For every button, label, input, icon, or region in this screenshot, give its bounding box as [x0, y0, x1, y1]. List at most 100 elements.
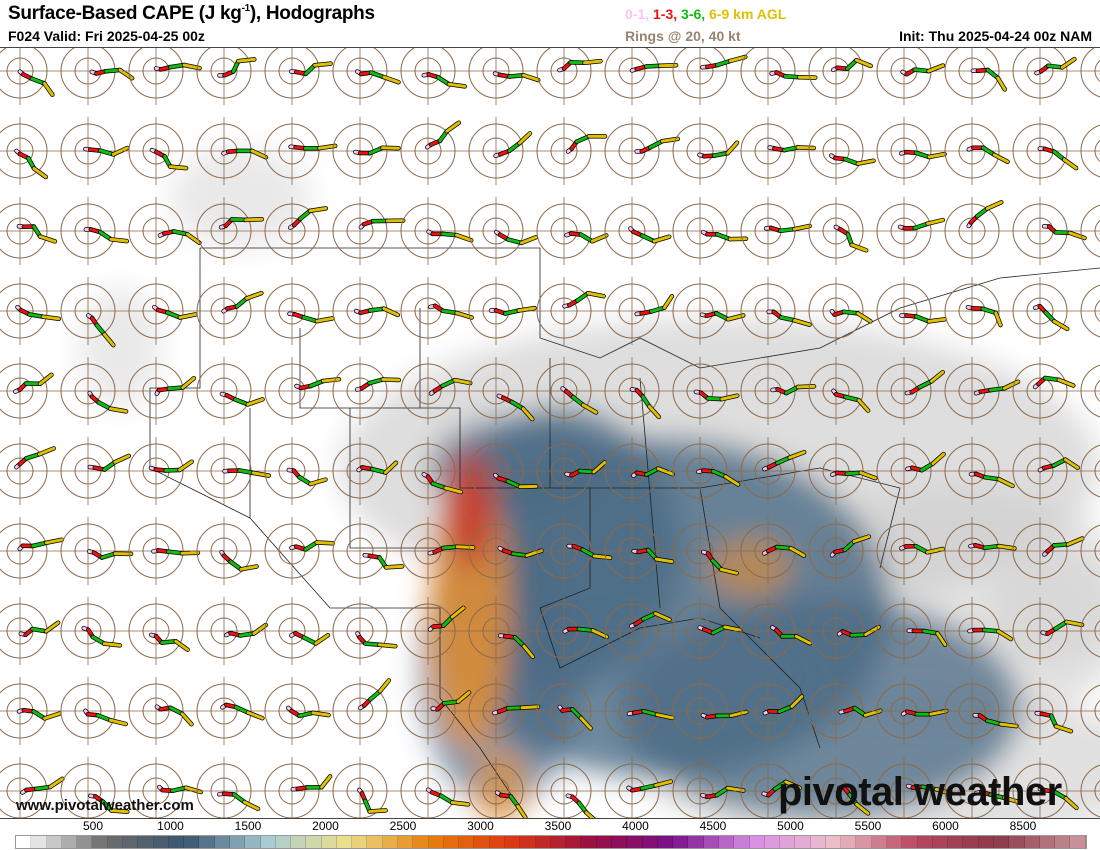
hodograph-segment [921, 785, 938, 791]
hodograph-axes [326, 677, 394, 745]
colorbar-cell [642, 836, 658, 848]
map-canvas[interactable] [0, 47, 1100, 819]
hodograph-segment [511, 552, 529, 557]
hodograph [190, 757, 261, 818]
hodograph-segment [368, 307, 386, 312]
hodograph-segment [44, 538, 64, 545]
hodograph-segment [796, 384, 816, 389]
hodograph-segment [245, 291, 263, 300]
colorbar-cell [138, 836, 154, 848]
hodograph-axes [190, 597, 258, 665]
hodograph [326, 597, 398, 665]
hodograph-segment [729, 710, 748, 718]
hodograph [938, 517, 1017, 585]
colorbar-cell [352, 836, 368, 848]
hodograph-segment [1002, 796, 1021, 804]
hodograph [530, 677, 598, 745]
hodograph-axes [870, 197, 938, 265]
hodograph [122, 277, 198, 345]
hodograph [122, 597, 190, 665]
hodograph-segment [309, 379, 325, 388]
hodograph-segment [856, 311, 872, 323]
colorbar-label: 4000 [622, 819, 649, 833]
hodograph-axes [258, 357, 326, 425]
hodograph-axes [598, 48, 666, 105]
hodograph-segment [525, 549, 544, 557]
hodograph [530, 117, 608, 185]
hodograph-segment [726, 141, 739, 155]
hodograph [938, 757, 1022, 818]
hodograph-segment [321, 377, 341, 383]
hodograph [666, 677, 749, 745]
hodograph-segment [167, 386, 185, 391]
hodograph-axes [1074, 390, 1100, 392]
colorbar-cell [734, 836, 750, 848]
hodograph-segment [779, 315, 796, 322]
hodograph-axes [1006, 357, 1074, 425]
hodograph [1074, 524, 1100, 578]
hodograph [938, 197, 1006, 265]
hodograph [190, 597, 269, 665]
hodograph-segment [108, 718, 128, 726]
colorbar-cell [841, 836, 857, 848]
hodograph-segment [914, 151, 931, 159]
valid-time: F024 Valid: Fri 2025-04-25 00z [8, 28, 205, 44]
hodograph-axes [802, 597, 870, 665]
hodograph [734, 197, 812, 265]
hodograph-layer-legend: 0-1, 1-3, 3-6, 6-9 km AGL [625, 6, 786, 22]
hodograph-segment [381, 378, 401, 382]
hodograph-axes [666, 197, 734, 265]
hodograph-segment [859, 471, 877, 480]
hodograph-axes [258, 517, 326, 585]
hodograph-segment [719, 568, 739, 575]
hodograph-segment [922, 629, 939, 635]
hodograph [0, 597, 61, 665]
hodograph-segment [38, 235, 57, 243]
hodograph [0, 517, 65, 585]
hodograph [462, 757, 530, 818]
legend-1-3: 1-3, [653, 6, 678, 22]
hodograph-segment [109, 237, 129, 243]
hodograph [802, 48, 873, 105]
hodograph-segment [43, 712, 61, 720]
hodograph-segment [1054, 724, 1073, 733]
colorbar-cell [260, 836, 276, 848]
hodograph-axes [802, 277, 870, 345]
hodograph-axes [258, 277, 326, 345]
hodograph [666, 48, 748, 105]
hodograph-segment [996, 76, 1007, 91]
colorbar-cell [398, 836, 414, 848]
hodograph-segment [788, 450, 806, 460]
hodograph-axes [870, 48, 938, 105]
hodograph [870, 117, 947, 185]
hodograph-axes [666, 117, 734, 185]
hodograph-segment [1043, 376, 1061, 382]
hodograph [530, 277, 606, 345]
hodograph-segment [233, 398, 250, 406]
hodograph [258, 197, 329, 265]
hodograph [870, 517, 946, 585]
colorbar-cell [321, 836, 337, 848]
hodograph-segment [181, 376, 196, 389]
colorbar-cell [245, 836, 261, 848]
hodograph-axes [530, 197, 598, 265]
hodograph-axes [0, 197, 54, 265]
hodograph-segment [166, 550, 184, 555]
hodograph-segment [590, 233, 608, 243]
hodograph-segment [174, 639, 190, 652]
colorbar-cell [153, 836, 169, 848]
hodograph [394, 597, 466, 665]
hodograph [258, 117, 338, 185]
hodograph-segment [728, 55, 747, 63]
hodograph [870, 48, 946, 105]
hodograph [462, 357, 535, 425]
hodograph-axes [530, 277, 598, 345]
hodograph [0, 437, 56, 505]
hodograph-segment [239, 565, 258, 571]
hodograph-axes [190, 48, 258, 105]
hodograph-segment [584, 811, 595, 818]
hodograph [394, 197, 474, 265]
hodograph [1006, 357, 1076, 425]
hodograph-segment [519, 235, 538, 245]
hodograph-axes [938, 437, 1006, 505]
